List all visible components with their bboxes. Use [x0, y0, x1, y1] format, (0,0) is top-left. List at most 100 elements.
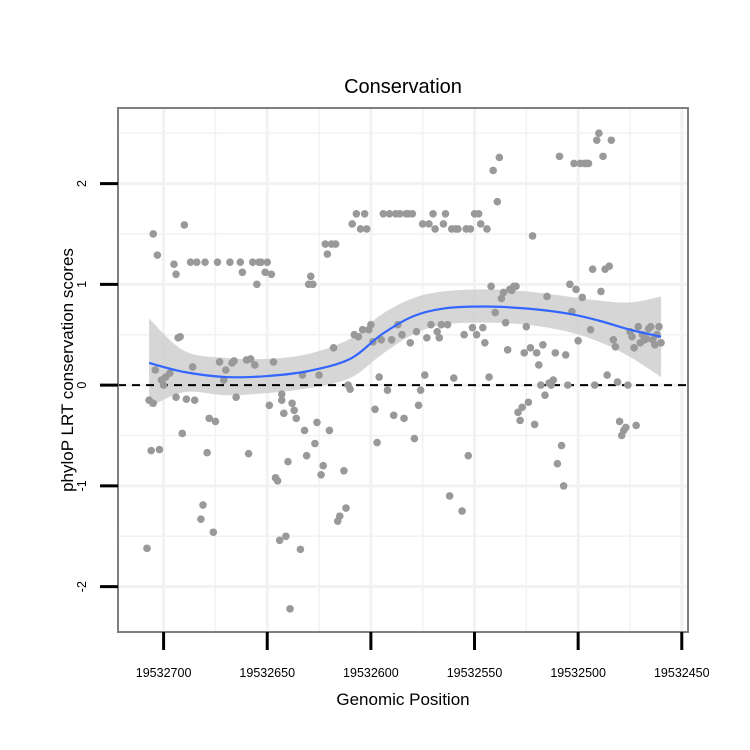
data-point — [584, 159, 593, 168]
y-axis-label: phyloP LRT conservation scores — [58, 248, 77, 492]
data-point — [199, 501, 207, 509]
data-point — [143, 544, 151, 553]
data-points — [143, 129, 665, 613]
data-point — [371, 405, 379, 414]
data-point — [458, 507, 466, 515]
data-point — [352, 210, 361, 218]
panel-border — [117, 107, 689, 633]
data-point — [466, 225, 475, 233]
data-point — [603, 371, 611, 379]
data-point — [572, 285, 580, 294]
data-point — [273, 477, 282, 485]
data-point — [251, 361, 259, 369]
data-point — [487, 282, 495, 291]
data-point — [284, 457, 292, 466]
data-point — [485, 373, 493, 381]
data-point — [532, 349, 541, 357]
data-point — [595, 129, 603, 137]
data-point — [613, 378, 622, 386]
data-point — [537, 381, 545, 389]
data-point — [503, 346, 512, 354]
data-point — [489, 166, 497, 175]
data-point — [246, 355, 255, 363]
data-point — [379, 210, 388, 218]
data-point — [499, 288, 508, 297]
data-point — [213, 258, 222, 266]
data-point — [309, 280, 317, 289]
data-point — [356, 225, 365, 233]
data-point — [362, 225, 371, 233]
data-point — [282, 532, 290, 541]
data-point — [186, 258, 195, 266]
data-point — [209, 528, 218, 537]
data-point — [497, 294, 506, 303]
data-point — [176, 332, 184, 341]
data-point — [385, 210, 394, 218]
data-point — [605, 262, 614, 271]
data-point — [219, 376, 228, 384]
data-point — [464, 451, 473, 460]
data-point — [425, 220, 433, 228]
data-point — [149, 230, 158, 238]
data-point — [445, 492, 454, 500]
data-point — [530, 420, 539, 429]
data-point — [367, 320, 375, 329]
data-point — [514, 408, 522, 417]
data-point — [354, 332, 363, 341]
data-point — [559, 482, 568, 490]
data-point — [321, 240, 330, 248]
data-point — [410, 434, 419, 443]
data-point — [180, 221, 189, 229]
data-point — [429, 210, 437, 218]
data-point — [526, 344, 535, 352]
x-tick-label: 19532500 — [550, 666, 606, 680]
data-point — [495, 153, 504, 162]
data-point — [188, 363, 197, 371]
data-point — [358, 325, 367, 334]
y-tick-label: 0 — [75, 382, 89, 389]
data-point — [516, 416, 524, 425]
data-point — [261, 268, 269, 277]
data-point — [586, 325, 595, 334]
data-point — [153, 251, 162, 259]
confidence-band-layer — [149, 289, 662, 408]
data-point — [375, 373, 383, 381]
data-point — [599, 152, 607, 161]
data-point — [642, 334, 651, 343]
data-point — [414, 401, 423, 410]
data-point — [574, 336, 582, 345]
data-point — [172, 270, 180, 279]
data-point — [570, 159, 578, 168]
y-tick-label: 1 — [75, 281, 89, 288]
data-point — [655, 322, 663, 331]
data-point — [518, 403, 526, 412]
data-point — [267, 270, 276, 279]
data-point — [329, 344, 338, 352]
data-point — [418, 220, 427, 228]
y-axis: -2 -1 0 1 2 — [75, 180, 118, 592]
data-point — [427, 320, 435, 329]
data-point — [557, 441, 566, 450]
data-point — [323, 250, 332, 258]
data-point — [588, 265, 597, 274]
data-point — [280, 409, 288, 418]
data-point — [474, 210, 483, 218]
data-point — [566, 280, 574, 289]
data-point — [483, 225, 491, 233]
data-point — [197, 515, 205, 523]
data-point — [423, 333, 431, 342]
data-point — [437, 320, 446, 329]
x-tick-label: 19532650 — [239, 666, 295, 680]
data-point — [493, 197, 502, 206]
data-point — [549, 376, 558, 384]
data-point — [578, 293, 587, 302]
data-point — [632, 421, 640, 430]
data-point — [340, 466, 348, 475]
data-point — [230, 357, 238, 365]
data-point — [657, 338, 665, 347]
data-point — [646, 322, 655, 331]
data-point — [479, 323, 487, 332]
data-point — [178, 429, 187, 438]
loess-smooth-line — [148, 305, 662, 379]
data-point — [277, 396, 286, 405]
